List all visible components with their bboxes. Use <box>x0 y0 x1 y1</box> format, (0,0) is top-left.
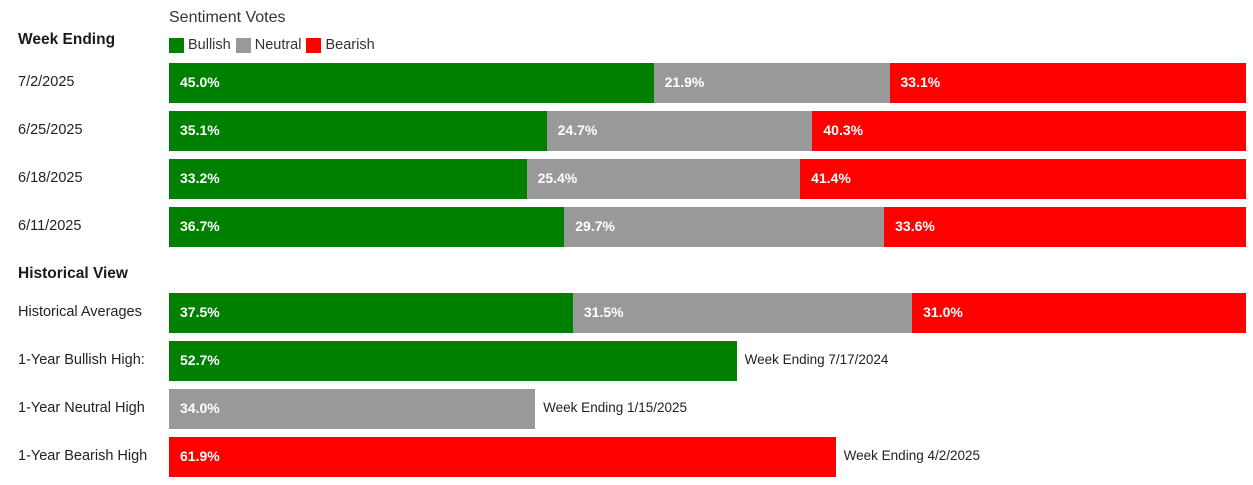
row-label-weekly-1: 6/25/2025 <box>18 122 83 138</box>
bar-row-historical-3: 61.9% Week Ending 4/2/2025 <box>169 437 1246 477</box>
bearish-swatch <box>306 37 322 53</box>
row-label-historical-3: 1-Year Bearish High <box>18 448 148 464</box>
neutral-bar-weekly-2[interactable]: 25.4% <box>526 159 801 199</box>
legend-item-bearish[interactable]: Bearish <box>306 37 375 53</box>
bearish-value-label: 33.1% <box>900 74 941 90</box>
bullish-swatch <box>169 37 184 53</box>
high-week-note: Week Ending 1/15/2025 <box>543 400 688 415</box>
neutral-value-label: 21.9% <box>664 74 705 90</box>
bar-row-historical-0: 37.5% 31.5% 31.0% <box>169 293 1246 333</box>
bullish-bar-weekly-3[interactable]: 36.7% <box>169 207 565 247</box>
bearish-value-label: 61.9% <box>180 448 220 464</box>
bearish-value-label: 41.4% <box>811 170 851 186</box>
row-label-historical-1: 1-Year Bullish High: <box>18 352 145 368</box>
bullish-value-label: 33.2% <box>180 170 220 186</box>
bar-row-weekly-3: 36.7% 29.7% 33.6% <box>169 207 1246 247</box>
neutral-value-label: 34.0% <box>180 400 220 416</box>
bearish-bar-weekly-3[interactable]: 33.6% <box>884 207 1246 247</box>
bullish-value-label: 37.5% <box>180 304 220 320</box>
neutral-value-label: 24.7% <box>557 122 598 138</box>
bearish-value-label: 31.0% <box>923 304 963 320</box>
bearish-bar-weekly-1[interactable]: 40.3% <box>812 111 1246 151</box>
legend-item-neutral[interactable]: Neutral <box>235 37 302 53</box>
bar-row-historical-2: 34.0% Week Ending 1/15/2025 <box>169 389 1246 429</box>
neutral-bar-weekly-0[interactable]: 21.9% <box>653 63 890 103</box>
legend-title: Sentiment Votes <box>169 9 286 26</box>
bearish-bar-historical-3[interactable]: 61.9% <box>169 437 836 477</box>
neutral-value-label: 29.7% <box>575 218 615 234</box>
bullish-value-label: 45.0% <box>180 74 220 90</box>
legend: Bullish Neutral Bearish <box>169 37 380 53</box>
bearish-bar-weekly-0[interactable]: 33.1% <box>889 63 1246 103</box>
bearish-bar-weekly-2[interactable]: 41.4% <box>800 159 1246 199</box>
neutral-bar-weekly-1[interactable]: 24.7% <box>546 111 813 151</box>
bullish-value-label: 36.7% <box>180 218 220 234</box>
neutral-bar-weekly-3[interactable]: 29.7% <box>564 207 885 247</box>
bullish-bar-weekly-2[interactable]: 33.2% <box>169 159 527 199</box>
legend-label-neutral: Neutral <box>254 37 302 53</box>
row-label-historical-0: Historical Averages <box>18 304 142 320</box>
legend-label-bullish: Bullish <box>188 37 231 53</box>
bullish-bar-historical-1[interactable]: 52.7% <box>169 341 737 381</box>
bar-row-historical-1: 52.7% Week Ending 7/17/2024 <box>169 341 1246 381</box>
bearish-bar-historical-0[interactable]: 31.0% <box>912 293 1246 333</box>
neutral-bar-historical-0[interactable]: 31.5% <box>572 293 913 333</box>
neutral-swatch <box>235 37 251 53</box>
week-ending-header: Week Ending <box>18 31 116 48</box>
neutral-value-label: 31.5% <box>583 304 624 320</box>
high-week-note: Week Ending 7/17/2024 <box>744 352 889 367</box>
row-label-weekly-2: 6/18/2025 <box>18 170 83 186</box>
bar-row-weekly-2: 33.2% 25.4% 41.4% <box>169 159 1246 199</box>
legend-label-bearish: Bearish <box>325 37 375 53</box>
bullish-value-label: 52.7% <box>180 352 220 368</box>
bullish-bar-weekly-1[interactable]: 35.1% <box>169 111 547 151</box>
row-label-weekly-3: 6/11/2025 <box>18 218 82 234</box>
neutral-bar-historical-2[interactable]: 34.0% <box>169 389 536 429</box>
bullish-bar-weekly-0[interactable]: 45.0% <box>169 63 654 103</box>
neutral-value-label: 25.4% <box>537 170 578 186</box>
bullish-value-label: 35.1% <box>180 122 220 138</box>
bullish-bar-historical-0[interactable]: 37.5% <box>169 293 573 333</box>
row-label-historical-2: 1-Year Neutral High <box>18 400 145 416</box>
bearish-value-label: 40.3% <box>823 122 864 138</box>
bar-row-weekly-0: 45.0% 21.9% 33.1% <box>169 63 1246 103</box>
historical-view-header: Historical View <box>18 265 128 282</box>
bar-row-weekly-1: 35.1% 24.7% 40.3% <box>169 111 1246 151</box>
bearish-value-label: 33.6% <box>895 218 935 234</box>
legend-item-bullish[interactable]: Bullish <box>169 37 231 53</box>
high-week-note: Week Ending 4/2/2025 <box>843 448 981 463</box>
row-label-weekly-0: 7/2/2025 <box>18 74 75 90</box>
